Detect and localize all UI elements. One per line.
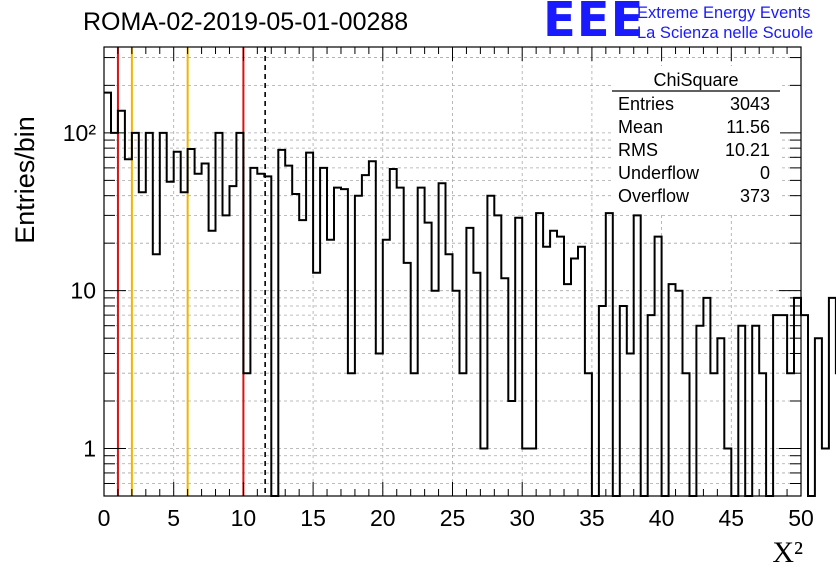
x-axis-label: X² [772, 536, 803, 569]
y-axis-label: Entries/bin [10, 116, 40, 244]
eee-logo: EEE Extreme Energy Events La Scienza nel… [543, 0, 833, 48]
stats-box-name: ChiSquare [653, 70, 738, 90]
x-tick-label: 0 [98, 505, 111, 531]
stats-row-label: Overflow [618, 186, 690, 206]
stats-row-value: 3043 [730, 94, 770, 114]
stats-row-value: 10.21 [725, 140, 770, 160]
y-tick-label: 1 [83, 435, 96, 461]
stats-row-value: 0 [760, 163, 770, 183]
logo-line-1: Extreme Energy Events [637, 4, 811, 22]
chart-title: ROMA-02-2019-05-01-00288 [83, 8, 409, 36]
x-tick-label: 15 [300, 505, 326, 531]
histogram-outline [104, 91, 836, 497]
stats-row-label: Entries [618, 94, 674, 114]
x-tick-label: 50 [788, 505, 814, 531]
x-tick-label: 10 [231, 505, 257, 531]
stats-row-value: 11.56 [726, 117, 770, 137]
logo-line-2: La Scienza nelle Scuole [637, 24, 814, 42]
x-tick-label: 30 [509, 505, 535, 531]
x-tick-label: 45 [719, 505, 745, 531]
x-tick-label: 5 [167, 505, 180, 531]
eee-logo-mark: EEE [543, 0, 645, 48]
stats-row-value: 373 [740, 186, 770, 206]
tick-layer: 0 5 10 15 20 25 30 35 40 45 50 1 10 10² [63, 47, 814, 531]
x-tick-label: 35 [579, 505, 605, 531]
stats-row-label: Mean [618, 117, 663, 137]
x-tick-label: 20 [370, 505, 396, 531]
stats-row-label: Underflow [618, 163, 700, 183]
y-tick-label: 10² [63, 120, 97, 146]
y-tick-label: 10 [70, 278, 96, 304]
histogram-layer [104, 91, 836, 497]
stats-row-label: RMS [618, 140, 658, 160]
x-tick-label: 25 [440, 505, 466, 531]
x-tick-label: 40 [649, 505, 675, 531]
stats-box: ChiSquare Entries 3043 Mean 11.56 RMS 10.21 Und… [612, 66, 780, 212]
stats-box-background [612, 66, 780, 212]
